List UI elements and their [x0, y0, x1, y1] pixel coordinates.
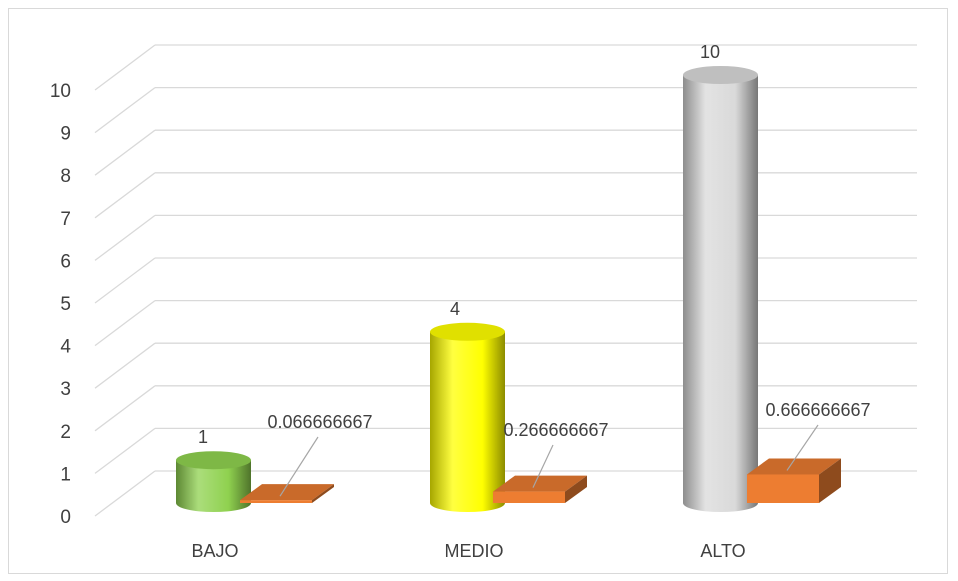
- y-tick-label: 3: [60, 379, 71, 400]
- data-label: 1: [198, 427, 208, 447]
- bar-cylinder-top: [176, 451, 251, 470]
- chart-area: [8, 8, 948, 574]
- leader-line: [279, 436, 319, 497]
- bar-box-front: [747, 474, 819, 503]
- y-axis-tick-labels: 0 1 2 3 4 5 6 7 8 9 10: [50, 81, 72, 528]
- gridline-diagonal: [94, 44, 156, 91]
- bar-box-front: [493, 491, 565, 503]
- gridline-diagonal: [94, 385, 156, 432]
- x-axis-category-labels: BAJO MEDIO ALTO: [191, 541, 745, 561]
- y-tick-label: 0: [60, 507, 71, 528]
- y-tick-label: 4: [60, 337, 71, 358]
- bar-box-front: [240, 500, 312, 503]
- bar-box-top: [240, 484, 334, 501]
- bar-cylinder-top: [683, 66, 758, 84]
- gridline-diagonal: [94, 470, 156, 517]
- gridline-diagonal: [94, 342, 156, 389]
- y-tick-label: 5: [60, 294, 71, 315]
- x-category-label: ALTO: [700, 541, 745, 561]
- data-labels: 1 4 10 0.066666667 0.266666667 0.666666667: [198, 42, 871, 497]
- gridline-diagonal: [94, 172, 156, 219]
- gridline-diagonal: [94, 300, 156, 347]
- gridline-diagonal: [94, 87, 156, 134]
- bar-box-top: [747, 458, 841, 475]
- plot-series: [176, 66, 841, 512]
- data-label: 0.066666667: [267, 412, 372, 432]
- y-tick-label: 2: [60, 422, 71, 443]
- y-tick-label: 1: [60, 464, 71, 485]
- bar-cylinder-body: [176, 460, 251, 512]
- data-label: 0.266666667: [503, 420, 608, 440]
- leader-line: [786, 424, 819, 471]
- x-category-label: MEDIO: [444, 541, 503, 561]
- bar-box-side: [819, 458, 841, 503]
- x-category-label: BAJO: [191, 541, 238, 561]
- data-label: 4: [450, 299, 460, 319]
- gridlines: [94, 44, 917, 517]
- leader-line: [532, 444, 554, 488]
- bar-box-top: [493, 475, 587, 492]
- y-tick-label: 6: [60, 251, 71, 272]
- y-tick-label: 8: [60, 166, 71, 187]
- bar-cylinder-top: [430, 322, 505, 341]
- y-tick-label: 7: [60, 209, 71, 230]
- gridline-diagonal: [94, 129, 156, 176]
- y-tick-label: 10: [50, 81, 71, 102]
- data-label: 0.666666667: [765, 400, 870, 420]
- gridline-diagonal: [94, 257, 156, 304]
- bar-cylinder-body: [683, 75, 758, 512]
- y-tick-label: 9: [60, 124, 71, 145]
- bar-box-side: [565, 475, 587, 503]
- gridline-diagonal: [94, 427, 156, 474]
- bar-cylinder-body: [430, 331, 505, 512]
- bar-box-side: [312, 484, 334, 503]
- data-label: 10: [700, 42, 720, 62]
- gridline-diagonal: [94, 214, 156, 261]
